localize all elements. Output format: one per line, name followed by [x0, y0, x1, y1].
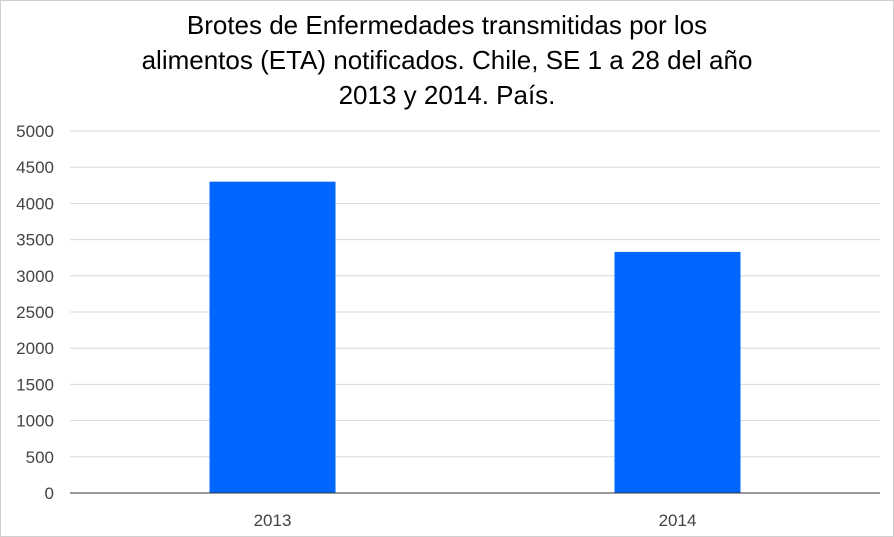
- y-tick-label: 1500: [16, 375, 54, 394]
- y-tick-label: 4000: [16, 194, 54, 213]
- chart-title-line-2: alimentos (ETA) notificados. Chile, SE 1…: [141, 45, 753, 75]
- y-tick-label: 500: [26, 448, 54, 467]
- x-axis: 2013 2014: [70, 492, 880, 530]
- y-axis: 0 500 1000 1500 2000 2500 3000 3500 4000 4500 5000: [16, 122, 54, 503]
- y-tick-label: 0: [45, 484, 54, 503]
- y-tick-label: 1000: [16, 412, 54, 431]
- chart-title-line-3: 2013 y 2014. País.: [338, 80, 556, 110]
- chart-title-line-1: Brotes de Enfermedades transmitidas por …: [186, 10, 708, 40]
- gridlines: [70, 130, 880, 458]
- bar-2013: [209, 181, 336, 493]
- x-tick-label: 2013: [254, 511, 292, 530]
- y-tick-label: 4500: [16, 158, 54, 177]
- y-tick-label: 2500: [16, 303, 54, 322]
- bar-2014: [614, 251, 741, 493]
- y-tick-label: 3000: [16, 267, 54, 286]
- bars: [209, 181, 741, 493]
- y-tick-label: 3500: [16, 231, 54, 250]
- y-tick-label: 5000: [16, 122, 54, 141]
- chart-title: Brotes de Enfermedades transmitidas por …: [0, 8, 894, 113]
- x-tick-label: 2014: [659, 511, 697, 530]
- y-tick-label: 2000: [16, 339, 54, 358]
